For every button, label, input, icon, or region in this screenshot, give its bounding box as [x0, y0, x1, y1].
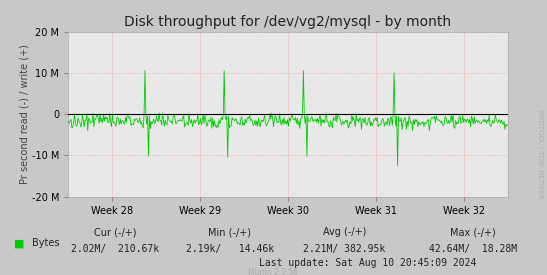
Text: ■: ■	[14, 238, 24, 248]
Y-axis label: Pr second read (-) / write (+): Pr second read (-) / write (+)	[19, 44, 29, 184]
Text: Min (-/+): Min (-/+)	[208, 227, 251, 237]
Text: Avg (-/+): Avg (-/+)	[323, 227, 366, 237]
Text: 42.64M/  18.28M: 42.64M/ 18.28M	[429, 244, 517, 254]
Text: 2.02M/  210.67k: 2.02M/ 210.67k	[71, 244, 159, 254]
Text: Cur (-/+): Cur (-/+)	[94, 227, 136, 237]
Title: Disk throughput for /dev/vg2/mysql - by month: Disk throughput for /dev/vg2/mysql - by …	[124, 15, 452, 29]
Text: Max (-/+): Max (-/+)	[450, 227, 496, 237]
Text: Bytes: Bytes	[32, 238, 59, 248]
Text: 2.21M/ 382.95k: 2.21M/ 382.95k	[304, 244, 386, 254]
Text: 2.19k/   14.46k: 2.19k/ 14.46k	[185, 244, 274, 254]
Text: Munin 2.0.56: Munin 2.0.56	[248, 268, 299, 275]
Text: Last update: Sat Aug 10 20:45:09 2024: Last update: Sat Aug 10 20:45:09 2024	[259, 258, 476, 268]
Text: RRDTOOL / TOBI OETIKER: RRDTOOL / TOBI OETIKER	[537, 110, 543, 199]
